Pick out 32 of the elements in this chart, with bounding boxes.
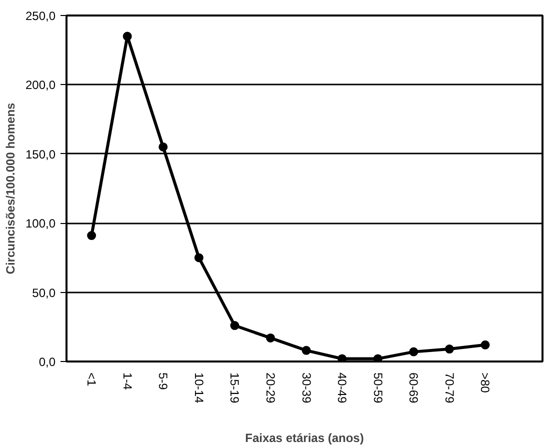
y-tick-label: 100,0 <box>25 216 56 231</box>
point <box>444 344 454 354</box>
y-tick-label: 200,0 <box>25 78 56 92</box>
point <box>87 231 96 240</box>
x-tick-label: 30-39 <box>299 372 314 404</box>
y-tick-label: 150,0 <box>25 147 56 162</box>
x-tick-label: 10-14 <box>192 372 206 404</box>
point <box>373 354 382 362</box>
point <box>158 142 168 152</box>
x-tick-label: 50-59 <box>370 372 385 404</box>
y-tick-label: 50,0 <box>32 286 56 300</box>
point <box>480 340 490 350</box>
x-tick-label: 70-79 <box>442 372 456 404</box>
x-tick-label: >80 <box>478 372 492 394</box>
point <box>194 253 204 262</box>
x-tick-label: 15-19 <box>228 372 242 404</box>
point <box>122 32 132 41</box>
x-tick-label: 40-49 <box>335 372 350 404</box>
x-axis-title: Faixas etárias (anos) <box>245 431 364 446</box>
x-tick-label: <1 <box>84 372 99 387</box>
y-axis-title: Circuncisões/100.000 homens <box>3 102 18 274</box>
x-tick-label: 20-29 <box>264 372 278 404</box>
y-tick-label: 0,0 <box>38 355 56 369</box>
x-tick-label: 60-69 <box>406 372 421 404</box>
point <box>266 333 275 342</box>
point <box>302 346 311 355</box>
point <box>338 354 347 362</box>
x-tick-label: 5-9 <box>156 372 170 390</box>
point <box>409 347 418 356</box>
y-tick-label: 250,0 <box>25 9 56 23</box>
x-tick-label: 1-4 <box>120 372 134 390</box>
point <box>230 321 240 330</box>
